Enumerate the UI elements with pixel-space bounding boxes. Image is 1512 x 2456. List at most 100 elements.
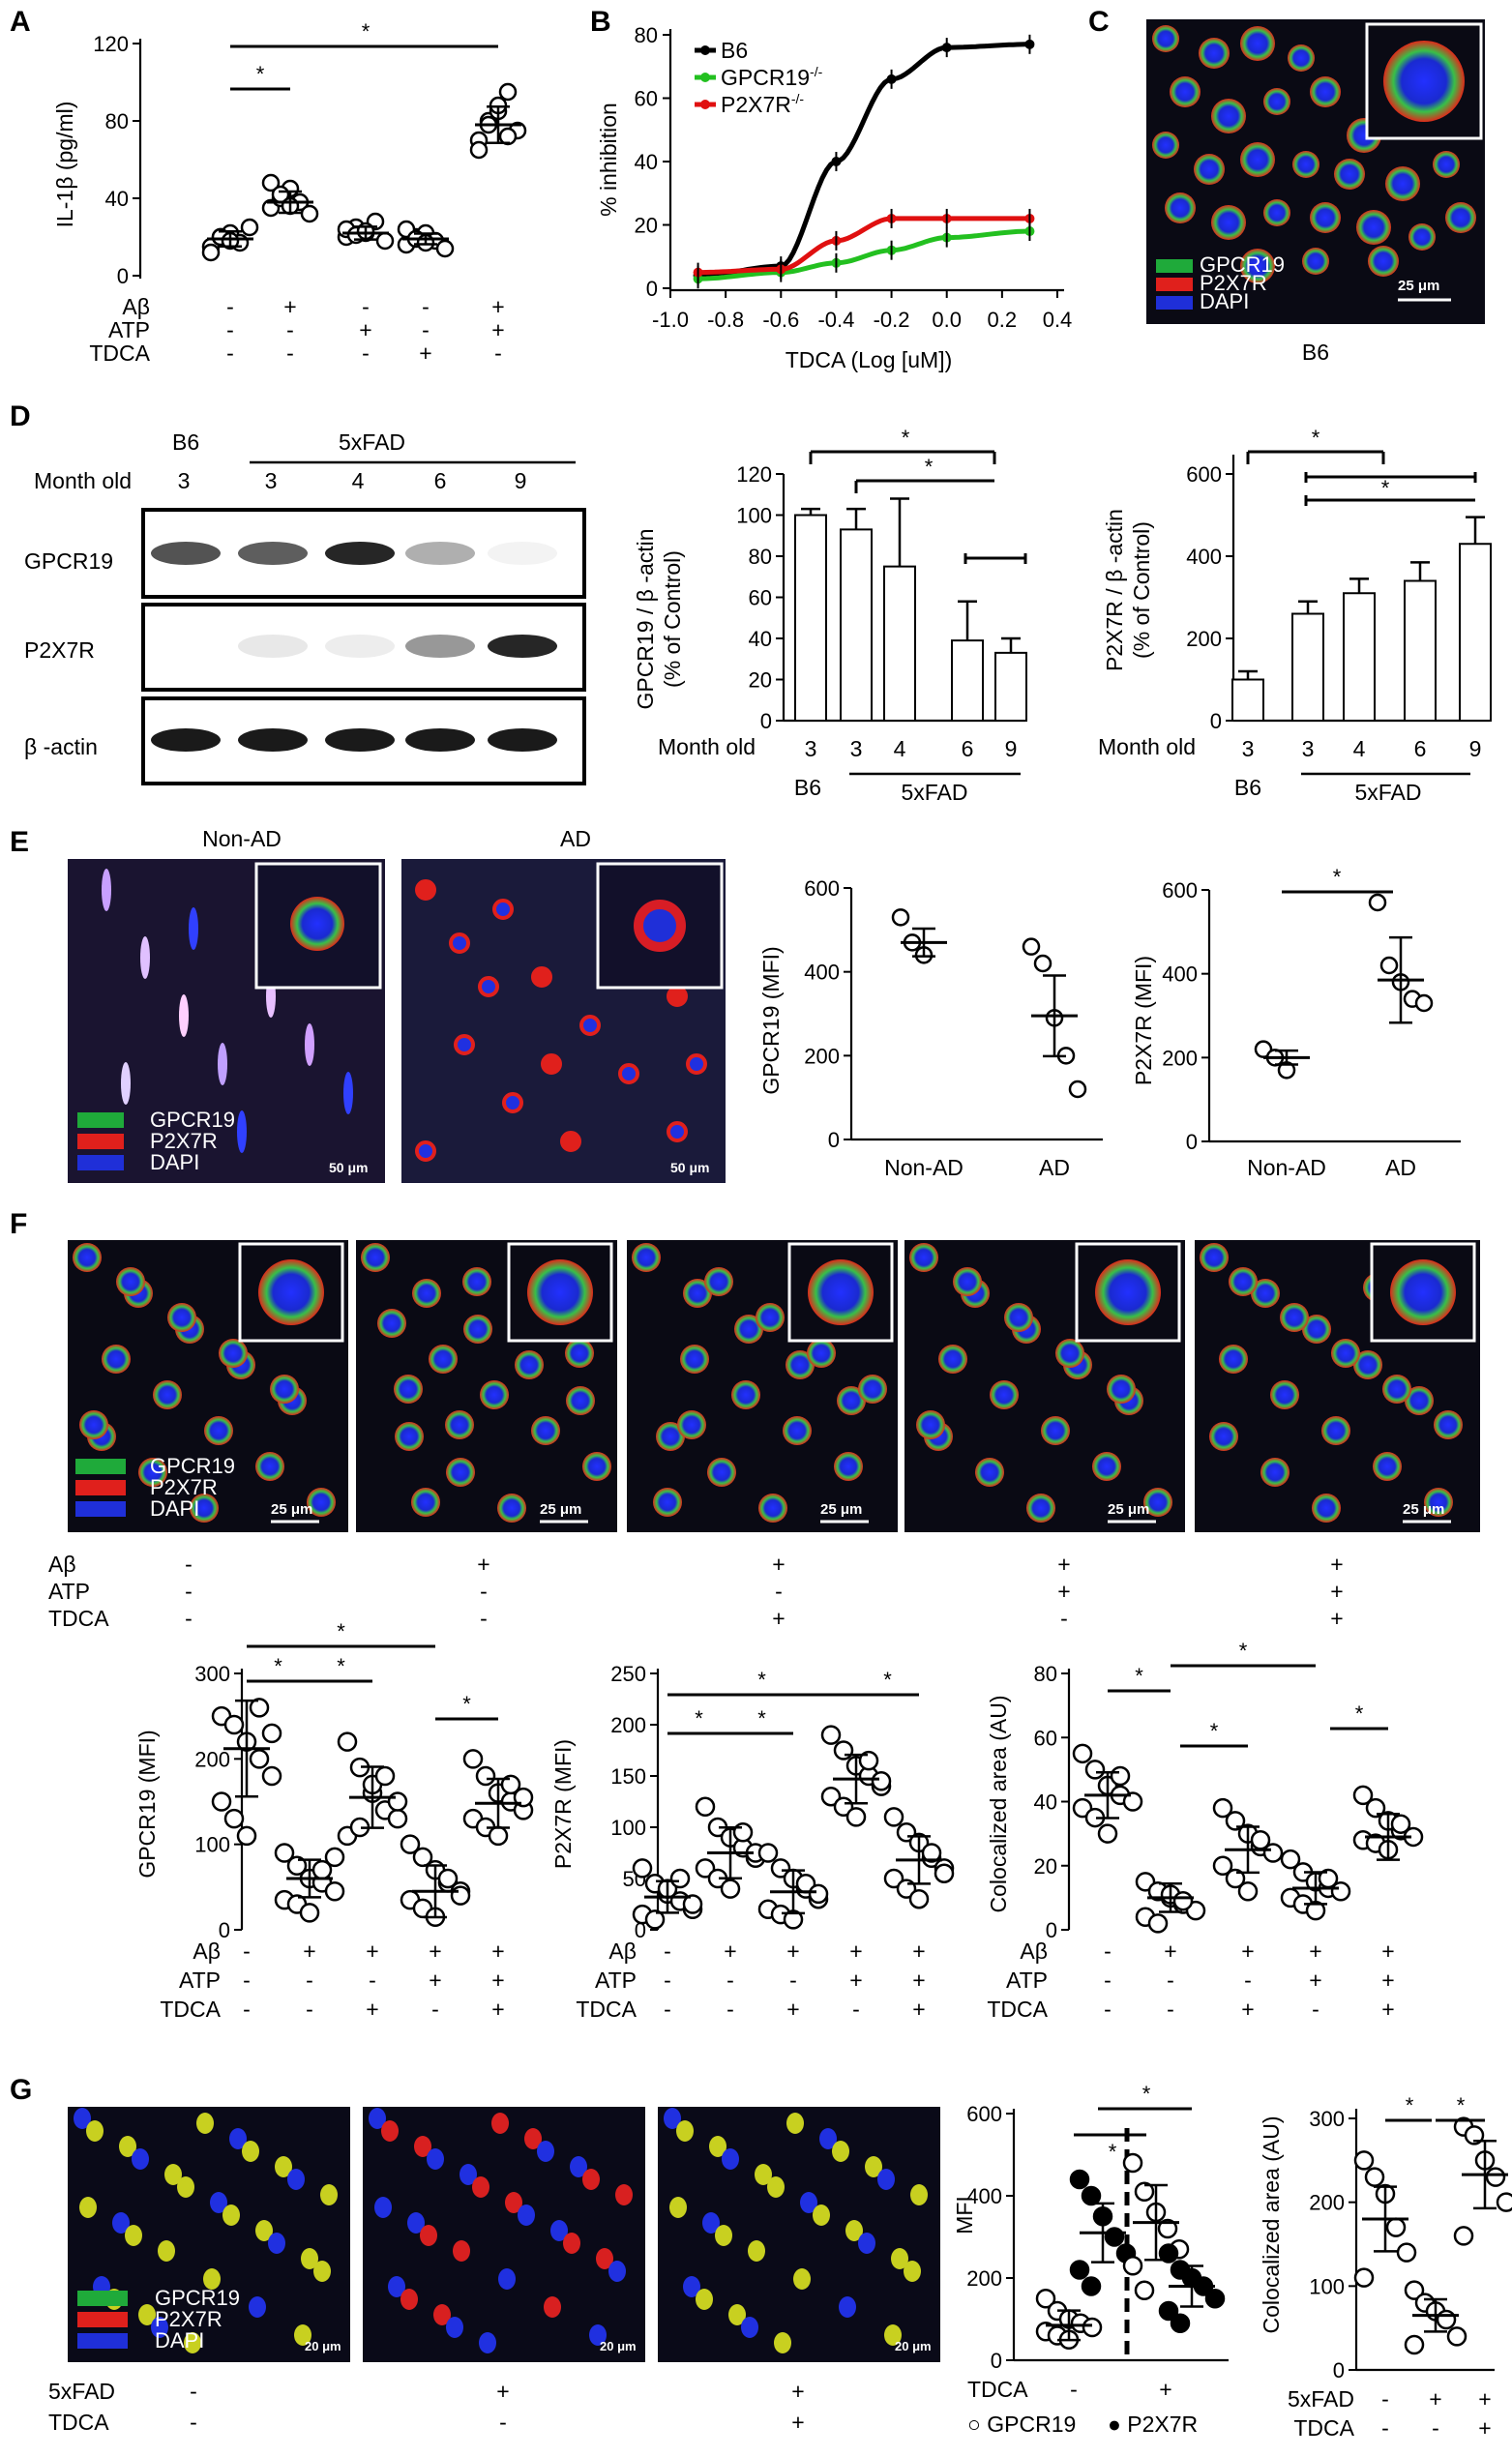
panel-g-coloc-group-point: [1446, 2326, 1468, 2347]
blot-5xfad-label: 5xFAD: [339, 429, 405, 455]
panel-g-mfi-star-2: *: [1109, 2140, 1117, 2164]
panel-f-cell: [1280, 1303, 1309, 1332]
panel-f-cell: [807, 1339, 836, 1368]
panel-b-xtick-label: -0.8: [707, 308, 744, 332]
dp-bar: [1343, 592, 1376, 722]
panel-f-gpcr19-row-label: ATP: [179, 1968, 221, 1993]
panel-g-cell: [249, 2296, 266, 2318]
panel-g-mfi-series-point: [1122, 2152, 1143, 2174]
blot-row-p2x7r: P2X7R: [24, 637, 95, 663]
panel-g-cell: [544, 2296, 561, 2318]
panel-g-coloc-tick-label: 100: [1309, 2274, 1345, 2298]
panel-c-cell: [1445, 202, 1476, 233]
blot-band: [405, 635, 475, 658]
panel-g-cell: [839, 2296, 856, 2318]
panel-g-mfi-ylabel: MFI: [952, 2196, 977, 2234]
panel-f-gpcr19-group-point: [261, 1765, 282, 1787]
panel-c-micrograph: GPCR19 P2X7R DAPI 25 μm B6: [1146, 19, 1485, 365]
panel-e-ad-cell: [478, 976, 499, 997]
panel-d-blot: B6 5xFAD Month old 3 3 4 6 9 GPCR19 P2X7R β …: [24, 429, 586, 785]
panel-b-xtick-label: 0.0: [932, 308, 962, 332]
panel-g-coloc-cond: -: [1381, 2415, 1389, 2441]
panel-a-group-point: [375, 231, 395, 251]
panel-a-group-point: [435, 239, 455, 258]
blot-month-label: Month old: [34, 468, 132, 493]
panel-f-coloc-group-point: [1250, 1830, 1271, 1850]
panel-a-row-label: TDCA: [89, 340, 150, 366]
panel-g-cell: [800, 2192, 817, 2213]
panel-a-group-point: [300, 204, 319, 223]
panel-f-gpcr19-group-point: [223, 1714, 245, 1735]
panel-g-cell: [786, 2113, 804, 2134]
panel-d-gpcr19-group-b6: B6: [794, 775, 821, 800]
panel-g-mfi-tick-label: 600: [966, 2102, 1002, 2126]
panel-f-cell: [255, 1452, 284, 1481]
panel-f-p2x7r-cond: +: [786, 1938, 799, 1964]
blot-month: 3: [265, 468, 278, 493]
panel-g-mfi-series-point: [1035, 2289, 1056, 2309]
panel-g-cell: [229, 2128, 247, 2149]
panel-a-cond: +: [491, 317, 504, 342]
panel-a-cond: -: [422, 317, 430, 342]
blot-band: [238, 542, 308, 565]
panel-e-ad-cell: [454, 1034, 475, 1055]
panel-f-p2x7r-group-point: [820, 1725, 842, 1745]
dg-month: 4: [894, 736, 906, 761]
panel-g-coloc-group-point: [1404, 2334, 1425, 2355]
panel-d-p2x7r-group-b6: B6: [1234, 775, 1261, 800]
panel-c-cell: [1302, 248, 1329, 275]
panel-g-cell: [320, 2184, 338, 2205]
panel-e-gpcr19-chart: GPCR19 (MFI) 0 200 400 600 Non-AD AD: [758, 876, 1103, 1180]
panel-f-gpcr19-cond: +: [491, 1968, 504, 1993]
panel-g-cell: [669, 2197, 687, 2218]
dp-tick-label: 600: [1186, 462, 1222, 487]
legend-p2x7r-label: P2X7R-/-: [721, 91, 804, 117]
panel-g-cell: [177, 2176, 194, 2198]
panel-g-coloc-group-point: [1385, 2217, 1407, 2237]
panel-e-ad-cell: [686, 1053, 707, 1075]
panel-f-cell: [1229, 1267, 1258, 1296]
panel-f-gpcr19-group-point: [223, 1808, 245, 1829]
panel-g-cell: [793, 2268, 811, 2290]
panel-f-cell: [758, 1494, 787, 1523]
panel-g-cell: [505, 2192, 522, 2213]
panel-f-cell: [1107, 1375, 1136, 1404]
panel-b-ytick-label: 60: [635, 87, 658, 111]
panel-g-mfi-chart: MFI 0 200 400 600 * * TDCA - + ○ GPCR19 ● P…: [952, 2082, 1229, 2437]
panel-g-coloc-star-1: *: [1406, 2093, 1414, 2117]
panel-f-cell: [707, 1458, 736, 1487]
panel-f-p2x7r-group-point: [808, 1883, 829, 1905]
panel-a-tick-label: 120: [93, 32, 129, 56]
panel-c-cell: [1152, 25, 1179, 52]
panel-g-cell: [74, 2108, 91, 2129]
panel-c-cell: [1240, 26, 1275, 61]
panel-f-coloc-cond: -: [1312, 1997, 1319, 2022]
panel-e-nonad-cell: [121, 1062, 131, 1105]
panel-c-legend-green: [1156, 259, 1193, 273]
panel-f-coloc-cond: +: [1309, 1938, 1321, 1964]
panel-f-gpcr19-cond: +: [303, 1938, 315, 1964]
panel-b-xtick-label: 0.2: [988, 308, 1018, 332]
panel-f-p2x7r-group-point: [871, 1771, 892, 1791]
panel-d-gpcr19-group-5xfad: 5xFAD: [901, 780, 967, 805]
panel-a-ylabel: IL-1β (pg/ml): [52, 102, 77, 228]
panel-f-gpcr19-group-point: [450, 1885, 471, 1906]
panel-e-p2x7r-ad-point: [1379, 956, 1399, 975]
dp-bar: [1291, 612, 1324, 722]
panel-g-cell: [709, 2136, 726, 2157]
panel-a-star-2: *: [256, 62, 265, 86]
panel-g-mfi-legend-open: ○ GPCR19: [967, 2412, 1076, 2437]
panel-f-coloc-star: *: [1135, 1664, 1143, 1688]
panel-f-gpcr19-group-point: [299, 1903, 320, 1923]
panel-f-p2x7r-ylabel: P2X7R (MFI): [550, 1739, 576, 1869]
panel-f-p2x7r-tick-label: 200: [610, 1713, 646, 1737]
panel-f-cond: +: [477, 1552, 489, 1577]
panel-c-cell: [1433, 151, 1460, 178]
panel-d-gpcr19-ylabel-2: (% of Control): [660, 550, 685, 688]
panel-g-cell: [518, 2204, 535, 2226]
panel-g-cond: +: [791, 2410, 804, 2435]
panel-c-cell: [1165, 192, 1196, 223]
blot-band: [325, 635, 395, 658]
panel-f-coloc-group-point: [1212, 1855, 1233, 1876]
panel-f-coloc-row-label: Aβ: [1020, 1938, 1048, 1964]
